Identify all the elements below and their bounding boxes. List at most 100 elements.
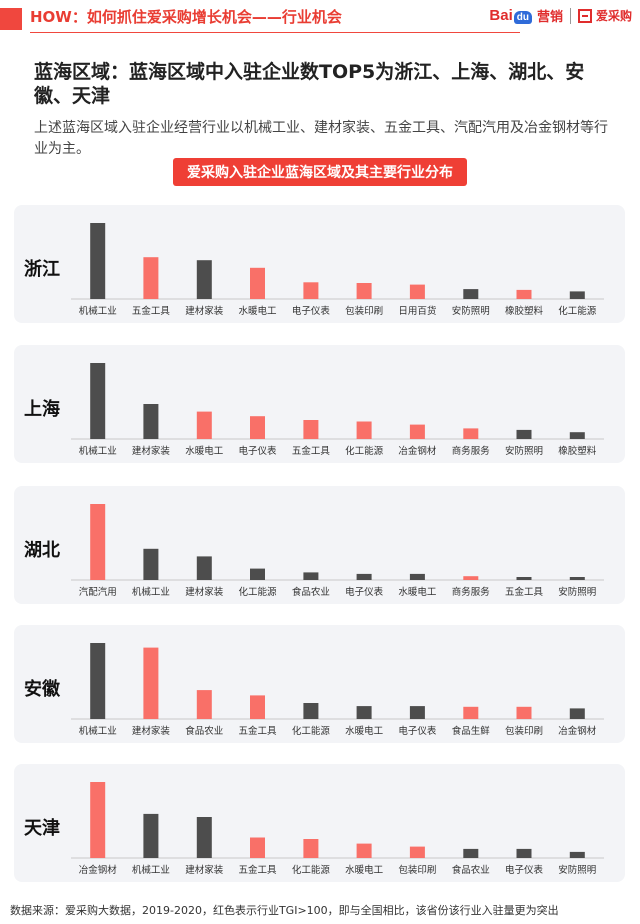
bar	[90, 643, 106, 719]
x-tick-label: 机械工业	[132, 586, 170, 598]
x-tick-label: 冶金钢材	[558, 725, 597, 737]
bar	[516, 289, 532, 299]
x-tick-label: 五金工具	[292, 445, 331, 457]
baidu-paw-icon: du	[513, 11, 532, 24]
bar	[409, 424, 425, 439]
bar	[250, 837, 265, 858]
panel-region-label: 安徽	[24, 679, 60, 700]
bar	[569, 291, 585, 299]
x-tick-label: 建材家装	[185, 305, 224, 317]
x-tick-label: 电子仪表	[505, 864, 544, 876]
brand-logo: Bai du 营销 爱采购	[489, 6, 632, 25]
header-accent-bar	[0, 8, 22, 30]
x-tick-label: 电子仪表	[345, 586, 384, 598]
panel-region-label: 天津	[24, 818, 60, 839]
x-tick-label: 电子仪表	[398, 725, 437, 737]
bar	[569, 432, 585, 439]
x-tick-label: 化工能源	[345, 445, 384, 457]
x-tick-label: 食品农业	[292, 586, 330, 598]
bar	[356, 421, 372, 439]
x-tick-label: 五金工具	[238, 864, 277, 876]
x-tick-label: 化工能源	[292, 725, 331, 737]
panel-tianjin: 天津 冶金钢材 机械工业 建材家装 五金工具 化工能源 水暖电工 包装印刷 食品农业 电子仪表 安…	[14, 764, 625, 882]
bar	[516, 848, 532, 858]
bar	[303, 282, 319, 299]
x-tick-label: 日用百货	[398, 305, 436, 317]
bar	[90, 504, 106, 580]
bar	[463, 428, 479, 439]
x-tick-label: 五金工具	[505, 586, 544, 598]
panel-chart: 机械工业 建材家装 水暖电工 电子仪表 五金工具 化工能源 冶金钢材 商务服务 安防照明 橡胶塑料	[71, 363, 604, 457]
x-tick-label: 建材家装	[185, 864, 224, 876]
x-tick-label: 包装印刷	[345, 305, 383, 317]
x-tick-label: 水暖电工	[238, 305, 277, 317]
x-tick-label: 包装印刷	[505, 725, 543, 737]
bar	[250, 568, 265, 580]
x-tick-label: 食品生鲜	[452, 725, 491, 737]
bar	[90, 363, 106, 439]
bar	[356, 283, 372, 299]
bar	[143, 257, 159, 299]
panel-chart: 冶金钢材 机械工业 建材家装 五金工具 化工能源 水暖电工 包装印刷 食品农业 电子仪表 安防照明	[71, 782, 604, 876]
x-tick-label: 水暖电工	[345, 725, 384, 737]
bar	[409, 846, 425, 858]
x-tick-label: 电子仪表	[238, 445, 277, 457]
bar	[569, 708, 585, 719]
bar	[356, 843, 372, 858]
x-tick-label: 橡胶塑料	[558, 445, 597, 457]
logo-divider	[569, 7, 571, 24]
page-description: 上述蓝海区域入驻企业经营行业以机械工业、建材家装、五金工具、汽配汽用及冶金钢材等…	[34, 120, 608, 157]
x-tick-label: 食品农业	[452, 864, 490, 876]
x-tick-label: 水暖电工	[398, 586, 437, 598]
panel-chart: 机械工业 五金工具 建材家装 水暖电工 电子仪表 包装印刷 日用百货 安防照明 橡胶塑料 化工能源	[71, 223, 604, 317]
bar	[196, 411, 212, 439]
bar	[356, 573, 372, 580]
panel-region-label: 浙江	[24, 259, 60, 280]
bar	[463, 289, 479, 299]
panel-chart: 机械工业 建材家装 食品农业 五金工具 化工能源 水暖电工 电子仪表 食品生鲜 包装印刷 冶金钢材	[71, 643, 604, 737]
bar	[90, 223, 106, 299]
chart-title: 爱采购入驻企业蓝海区域及其主要行业分布	[173, 158, 467, 186]
bar	[409, 284, 425, 299]
x-tick-label: 安防照明	[558, 864, 596, 876]
bar	[143, 548, 159, 580]
panel-region-label: 湖北	[24, 540, 60, 561]
data-source-footer: 数据来源：爱采购大数据，2019-2020，红色表示行业TGI>100，即与全国…	[10, 904, 559, 917]
x-tick-label: 五金工具	[132, 305, 171, 317]
logo-aicaigou-text: 爱采购	[595, 9, 632, 23]
bar	[569, 577, 585, 580]
bar	[196, 817, 212, 858]
x-tick-label: 建材家装	[132, 725, 171, 737]
x-tick-label: 冶金钢材	[79, 864, 118, 876]
bar	[303, 572, 319, 580]
header-title: HOW：如何抓住爱采购增长机会——行业机会	[30, 8, 342, 26]
page-title: 蓝海区域：蓝海区域中入驻企业数TOP5为浙江、上海、湖北、安徽、天津	[34, 61, 585, 107]
bar	[463, 848, 479, 858]
header: HOW：如何抓住爱采购增长机会——行业机会 Bai du 营销 爱采购	[0, 0, 640, 40]
bar	[463, 706, 479, 719]
x-tick-label: 五金工具	[238, 725, 277, 737]
bar	[250, 695, 265, 719]
x-tick-label: 机械工业	[79, 725, 117, 737]
panel-anhui: 安徽 机械工业 建材家装 食品农业 五金工具 化工能源 水暖电工 电子仪表 食品生鲜 包装印刷 冶…	[14, 625, 625, 743]
bar	[196, 690, 212, 719]
x-tick-label: 化工能源	[558, 305, 597, 317]
bar	[409, 706, 425, 719]
bar	[516, 429, 532, 439]
x-tick-label: 化工能源	[238, 586, 277, 598]
bar	[569, 851, 585, 858]
bar	[90, 782, 106, 858]
bar	[516, 706, 532, 719]
x-tick-label: 水暖电工	[345, 864, 384, 876]
x-tick-label: 化工能源	[292, 864, 331, 876]
x-tick-label: 安防照明	[505, 445, 543, 457]
x-tick-label: 商务服务	[452, 445, 491, 457]
panel-chart: 汽配汽用 机械工业 建材家装 化工能源 食品农业 电子仪表 水暖电工 商务服务 五金工具 安防照明	[71, 504, 604, 598]
bar	[356, 706, 372, 719]
panel-region-label: 上海	[24, 399, 60, 420]
bar	[463, 576, 479, 580]
x-tick-label: 机械工业	[79, 445, 117, 457]
x-tick-label: 橡胶塑料	[505, 305, 544, 317]
x-tick-label: 安防照明	[452, 305, 490, 317]
x-tick-label: 冶金钢材	[398, 445, 437, 457]
